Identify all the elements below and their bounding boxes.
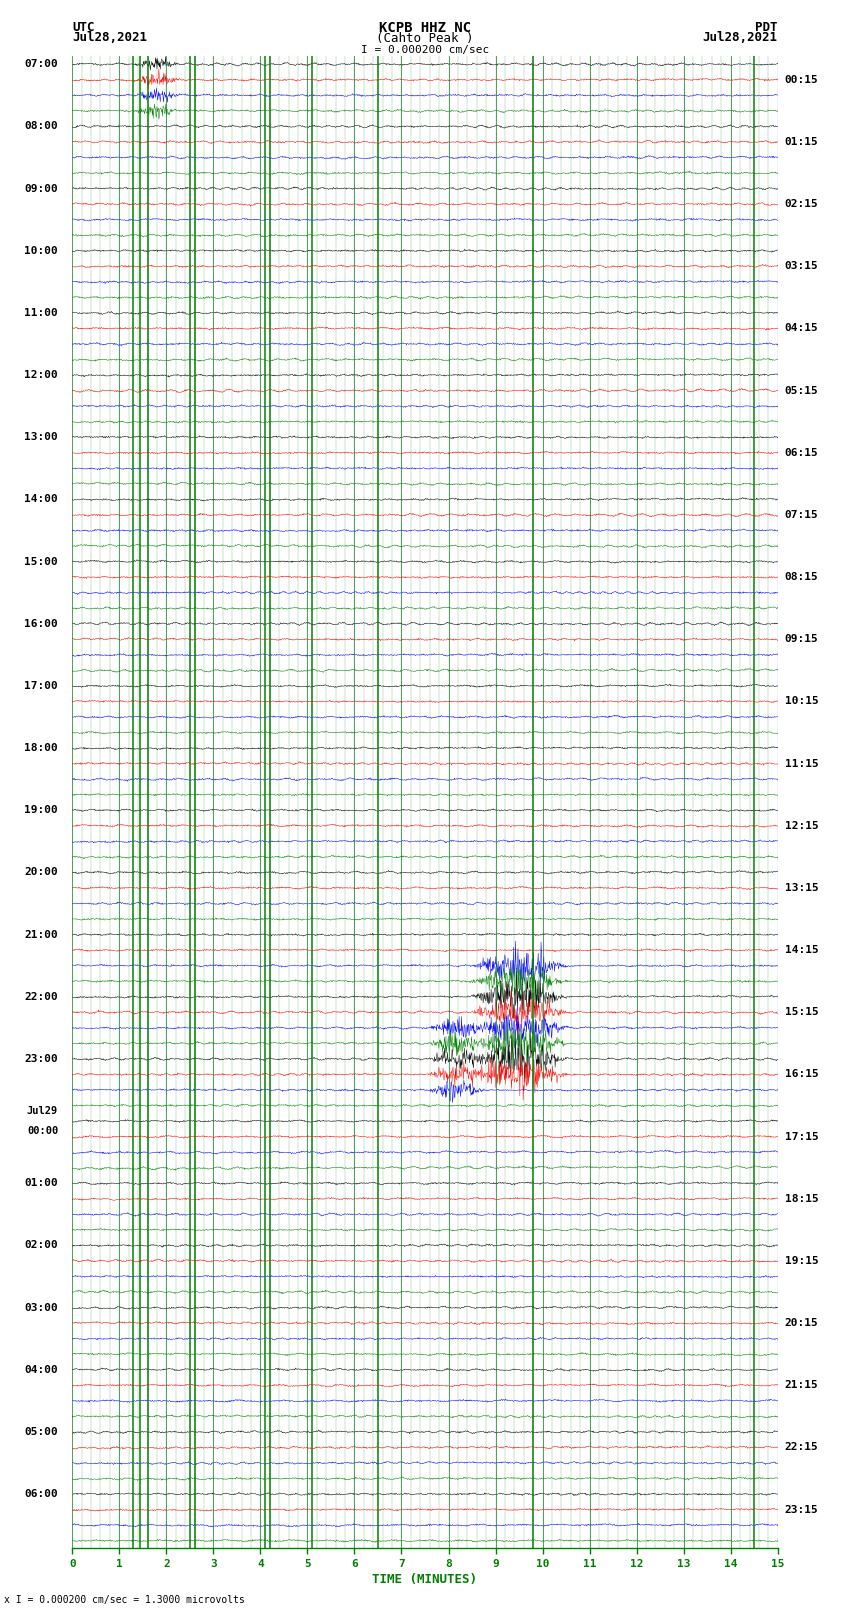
Text: x I = 0.000200 cm/sec = 1.3000 microvolts: x I = 0.000200 cm/sec = 1.3000 microvolt… <box>4 1595 245 1605</box>
Text: 17:00: 17:00 <box>25 681 58 690</box>
Text: 11:15: 11:15 <box>785 758 819 769</box>
Text: 21:00: 21:00 <box>25 929 58 940</box>
Text: 18:15: 18:15 <box>785 1194 819 1203</box>
Text: 02:15: 02:15 <box>785 198 819 210</box>
Text: 19:15: 19:15 <box>785 1257 819 1266</box>
Text: 12:15: 12:15 <box>785 821 819 831</box>
X-axis label: TIME (MINUTES): TIME (MINUTES) <box>372 1573 478 1586</box>
Text: 07:00: 07:00 <box>25 60 58 69</box>
Text: 17:15: 17:15 <box>785 1132 819 1142</box>
Text: 23:00: 23:00 <box>25 1053 58 1065</box>
Text: 03:00: 03:00 <box>25 1303 58 1313</box>
Text: KCPB HHZ NC: KCPB HHZ NC <box>379 21 471 35</box>
Text: 09:00: 09:00 <box>25 184 58 194</box>
Text: 01:15: 01:15 <box>785 137 819 147</box>
Text: 04:15: 04:15 <box>785 324 819 334</box>
Text: 05:00: 05:00 <box>25 1428 58 1437</box>
Text: 04:00: 04:00 <box>25 1365 58 1374</box>
Text: 19:00: 19:00 <box>25 805 58 815</box>
Text: 16:15: 16:15 <box>785 1069 819 1079</box>
Text: 13:00: 13:00 <box>25 432 58 442</box>
Text: 13:15: 13:15 <box>785 882 819 894</box>
Text: 11:00: 11:00 <box>25 308 58 318</box>
Text: 08:15: 08:15 <box>785 573 819 582</box>
Text: Jul28,2021: Jul28,2021 <box>72 31 147 44</box>
Text: 20:00: 20:00 <box>25 868 58 877</box>
Text: (Cahto Peak ): (Cahto Peak ) <box>377 32 473 45</box>
Text: UTC: UTC <box>72 21 94 34</box>
Text: 09:15: 09:15 <box>785 634 819 644</box>
Text: 22:15: 22:15 <box>785 1442 819 1452</box>
Text: 12:00: 12:00 <box>25 369 58 381</box>
Text: 05:15: 05:15 <box>785 386 819 395</box>
Text: 15:15: 15:15 <box>785 1007 819 1018</box>
Text: 10:15: 10:15 <box>785 697 819 706</box>
Text: 08:00: 08:00 <box>25 121 58 131</box>
Text: 21:15: 21:15 <box>785 1381 819 1390</box>
Text: 23:15: 23:15 <box>785 1505 819 1515</box>
Text: 00:15: 00:15 <box>785 74 819 85</box>
Text: PDT: PDT <box>756 21 778 34</box>
Text: 20:15: 20:15 <box>785 1318 819 1327</box>
Text: I = 0.000200 cm/sec: I = 0.000200 cm/sec <box>361 45 489 55</box>
Text: 22:00: 22:00 <box>25 992 58 1002</box>
Text: 07:15: 07:15 <box>785 510 819 519</box>
Text: 15:00: 15:00 <box>25 556 58 566</box>
Text: 18:00: 18:00 <box>25 744 58 753</box>
Text: 01:00: 01:00 <box>25 1177 58 1189</box>
Text: 10:00: 10:00 <box>25 245 58 256</box>
Text: 16:00: 16:00 <box>25 619 58 629</box>
Text: Jul29: Jul29 <box>27 1107 58 1116</box>
Text: 14:00: 14:00 <box>25 495 58 505</box>
Text: Jul28,2021: Jul28,2021 <box>703 31 778 44</box>
Text: 14:15: 14:15 <box>785 945 819 955</box>
Text: 06:00: 06:00 <box>25 1489 58 1498</box>
Text: 00:00: 00:00 <box>27 1126 58 1136</box>
Text: 06:15: 06:15 <box>785 448 819 458</box>
Text: 02:00: 02:00 <box>25 1240 58 1250</box>
Text: 03:15: 03:15 <box>785 261 819 271</box>
